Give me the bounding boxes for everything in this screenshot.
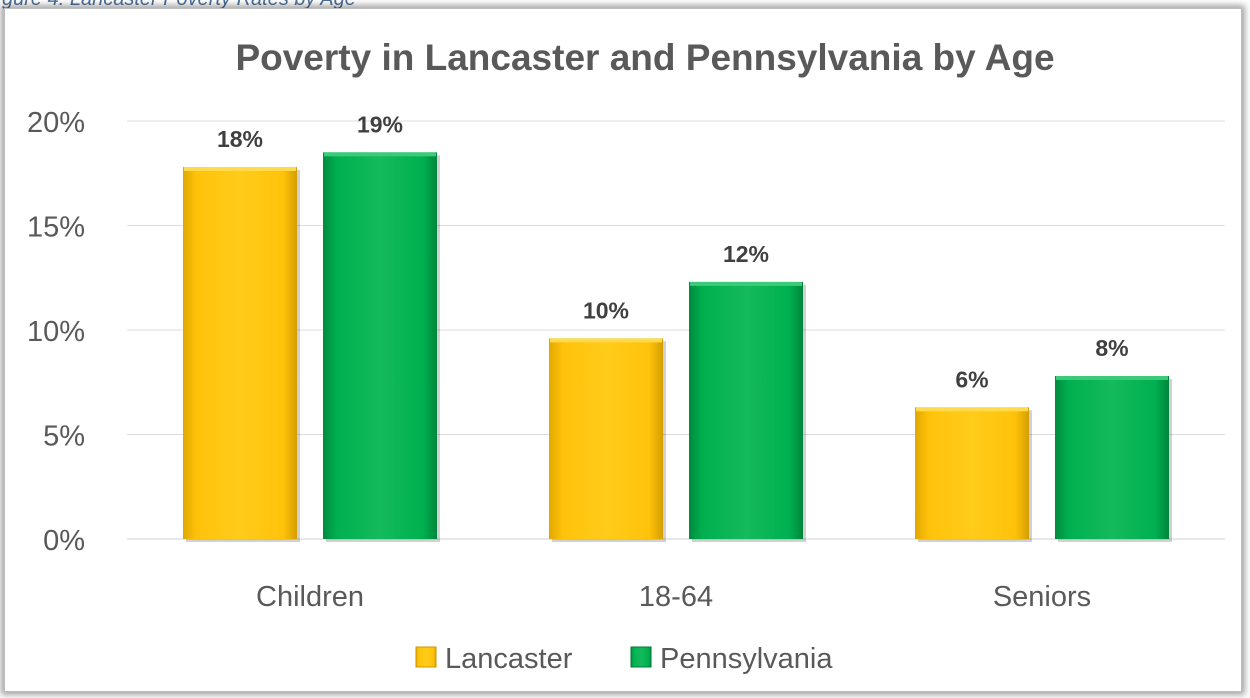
bar-lancaster-18-64 [549,338,663,539]
bar-highlight [550,338,662,343]
y-tick-label: 20% [27,107,85,139]
data-label: 8% [1095,335,1128,361]
bars [183,152,1172,543]
bar-pennsylvania-children [323,152,437,539]
y-tick-label: 5% [43,421,85,453]
bar-highlight [1056,375,1168,380]
bar-highlight [184,166,296,171]
y-tick-label: 10% [27,316,85,348]
legend-swatch-lancaster [415,646,437,668]
bar-highlight [690,281,802,286]
legend: Lancaster Pennsylvania [415,643,833,675]
category-label: 18-64 [639,581,713,613]
figure-caption: gure 4: Lancaster Poverty Rates by Age [2,0,356,11]
legend-label-lancaster: Lancaster [445,643,573,675]
data-label: 10% [583,297,629,323]
bar-pennsylvania-seniors [1055,375,1169,539]
bar-highlight [916,407,1028,412]
gridlines [127,120,1225,540]
y-tick-label: 15% [27,212,85,244]
y-axis-ticks: 0% 5% 10% 15% 20% [27,107,85,557]
chart-frame: Poverty in Lancaster and Pennsylvania by… [4,8,1242,692]
x-axis-categories: Children 18-64 Seniors [256,581,1091,613]
data-label: 19% [357,111,403,137]
bar-lancaster-seniors [915,407,1029,539]
bar-lancaster-children [183,166,297,540]
chart-title: Poverty in Lancaster and Pennsylvania by… [235,37,1054,78]
data-label: 6% [955,366,988,392]
legend-swatch-pennsylvania [630,646,652,668]
legend-label-pennsylvania: Pennsylvania [660,643,833,675]
category-label: Children [256,581,364,613]
bar-pennsylvania-18-64 [689,281,803,539]
data-label: 18% [217,126,263,152]
bar-highlight [324,152,436,157]
chart-svg: Poverty in Lancaster and Pennsylvania by… [27,37,1225,675]
data-label: 12% [723,241,769,267]
category-label: Seniors [993,581,1091,613]
data-labels: 18% 19% 10% 12% 6% 8% [217,111,1129,392]
y-tick-label: 0% [43,525,85,557]
